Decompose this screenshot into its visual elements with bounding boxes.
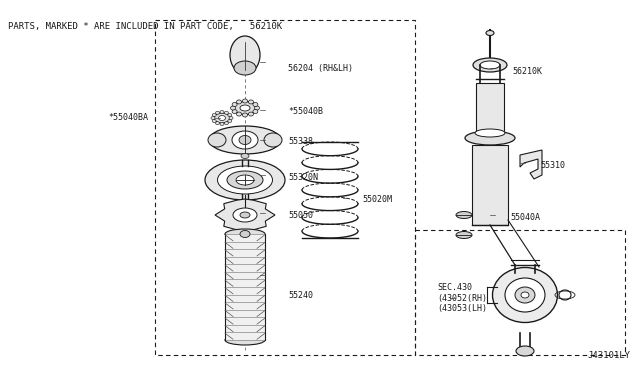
Ellipse shape: [216, 111, 220, 114]
Ellipse shape: [515, 287, 535, 303]
Ellipse shape: [248, 100, 253, 104]
Ellipse shape: [521, 292, 529, 298]
Ellipse shape: [264, 133, 282, 147]
Ellipse shape: [208, 133, 226, 147]
Text: 55338: 55338: [288, 138, 313, 147]
Text: 56204 (RH&LH): 56204 (RH&LH): [288, 64, 353, 73]
Ellipse shape: [465, 131, 515, 145]
Text: 56210K: 56210K: [512, 67, 542, 77]
Text: J43101LY: J43101LY: [587, 351, 630, 360]
Polygon shape: [520, 150, 542, 179]
Ellipse shape: [239, 135, 251, 144]
Ellipse shape: [205, 160, 285, 200]
Ellipse shape: [243, 99, 248, 103]
Ellipse shape: [225, 229, 265, 239]
Ellipse shape: [234, 61, 256, 75]
Ellipse shape: [233, 208, 257, 222]
Ellipse shape: [248, 112, 253, 116]
Bar: [225, 234, 265, 340]
Ellipse shape: [240, 231, 250, 237]
Text: 55240: 55240: [288, 291, 313, 299]
Ellipse shape: [456, 212, 472, 218]
Ellipse shape: [486, 31, 494, 35]
Bar: [472, 145, 508, 225]
Text: PARTS, MARKED * ARE INCLUDED IN PART CODE,   56210K: PARTS, MARKED * ARE INCLUDED IN PART COD…: [8, 22, 282, 31]
Ellipse shape: [240, 212, 250, 218]
Ellipse shape: [237, 100, 241, 104]
Text: 55320N: 55320N: [288, 173, 318, 183]
Ellipse shape: [220, 110, 224, 113]
Ellipse shape: [234, 102, 256, 115]
Text: 55020M: 55020M: [362, 196, 392, 205]
Ellipse shape: [212, 119, 216, 122]
Ellipse shape: [243, 113, 248, 117]
Text: *55040BA: *55040BA: [108, 113, 148, 122]
Ellipse shape: [209, 126, 281, 154]
Ellipse shape: [253, 109, 258, 113]
Ellipse shape: [232, 103, 237, 106]
Ellipse shape: [229, 116, 233, 119]
Text: *55040B: *55040B: [288, 108, 323, 116]
Ellipse shape: [237, 112, 241, 116]
Ellipse shape: [240, 105, 250, 111]
Bar: [476, 83, 504, 138]
Ellipse shape: [225, 111, 228, 114]
Ellipse shape: [228, 119, 232, 122]
Ellipse shape: [227, 171, 263, 189]
Ellipse shape: [214, 113, 230, 123]
Text: 55050: 55050: [288, 211, 313, 219]
Ellipse shape: [218, 166, 273, 194]
Ellipse shape: [475, 129, 505, 137]
Ellipse shape: [493, 267, 557, 323]
Ellipse shape: [473, 58, 507, 72]
Ellipse shape: [218, 115, 225, 121]
Ellipse shape: [253, 103, 258, 106]
Ellipse shape: [516, 346, 534, 356]
Ellipse shape: [212, 113, 216, 116]
Ellipse shape: [232, 131, 258, 149]
Bar: [155, 20, 415, 355]
Ellipse shape: [255, 106, 259, 110]
Ellipse shape: [559, 290, 571, 300]
Ellipse shape: [241, 154, 249, 158]
Ellipse shape: [230, 36, 260, 74]
Polygon shape: [215, 199, 275, 231]
Text: SEC.430
(43052(RH)
(43053(LH): SEC.430 (43052(RH) (43053(LH): [437, 283, 487, 313]
Ellipse shape: [505, 278, 545, 312]
Ellipse shape: [216, 122, 220, 125]
Ellipse shape: [456, 231, 472, 238]
Ellipse shape: [480, 61, 500, 69]
Ellipse shape: [225, 335, 265, 345]
Ellipse shape: [211, 116, 215, 119]
Ellipse shape: [225, 122, 228, 125]
Ellipse shape: [236, 175, 254, 185]
Text: 55310: 55310: [540, 160, 565, 170]
Text: 55040A: 55040A: [510, 214, 540, 222]
Ellipse shape: [220, 122, 224, 125]
Ellipse shape: [232, 109, 237, 113]
Ellipse shape: [228, 113, 232, 116]
Ellipse shape: [230, 106, 236, 110]
Bar: [415, 230, 625, 355]
